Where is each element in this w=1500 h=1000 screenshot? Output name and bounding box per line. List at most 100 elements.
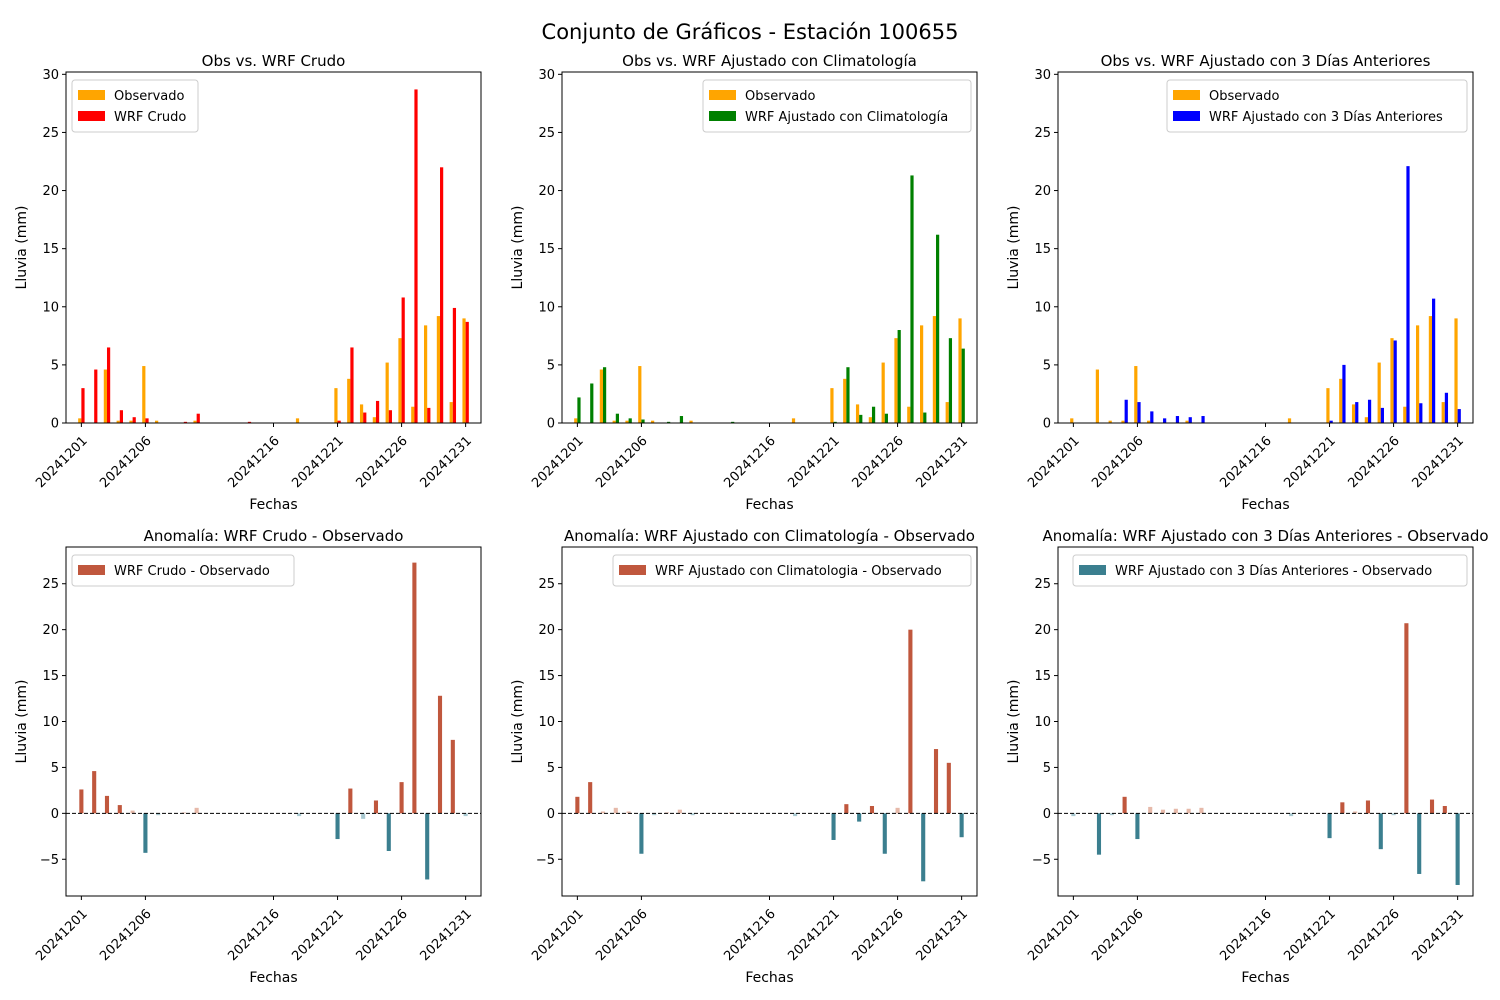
bar-wrf-day-26: [1393, 340, 1397, 423]
y-tick-label: −5: [536, 853, 555, 868]
bars: [79, 562, 468, 880]
y-tick-label: 5: [547, 358, 555, 373]
bar-wrf-day-23: [859, 414, 863, 423]
chart-anom-clim: Anomalía: WRF Ajustado con Climatología …: [510, 527, 978, 986]
legend-label: WRF Crudo: [114, 110, 186, 125]
x-axis-label: Fechas: [1241, 497, 1289, 513]
x-tick-label: 20241201: [529, 434, 586, 491]
anomaly-bar-day-29: [933, 749, 939, 814]
bar-wrf-day-5: [132, 417, 136, 423]
bar-observed-day-10: [193, 420, 197, 423]
anomaly-bar-day-21: [831, 813, 836, 840]
bar-wrf-day-31: [1457, 409, 1461, 423]
anomaly-bar-day-8: [1160, 809, 1166, 814]
anomaly-bar-day-18: [793, 813, 798, 817]
y-tick-label: 0: [1043, 807, 1051, 822]
anomaly-bar-day-28: [921, 813, 926, 882]
y-axis-label: Lluvia (mm): [14, 680, 30, 764]
bar-wrf-day-30: [1444, 392, 1449, 423]
bar-wrf-day-28: [923, 412, 927, 423]
y-tick-label: 10: [538, 715, 555, 730]
anomaly-bar-day-27: [908, 629, 913, 814]
x-tick-label: 20241201: [33, 907, 90, 964]
anomaly-bar-day-18: [1289, 813, 1294, 817]
legend-swatch: [709, 111, 736, 121]
bar-observed-day-21: [830, 388, 834, 423]
bar-observed-day-3: [103, 369, 107, 423]
anomaly-bar-day-23: [1353, 811, 1358, 814]
bar-observed-day-25: [881, 362, 885, 423]
bar-wrf-day-11: [1201, 416, 1205, 423]
legend: WRF Crudo - Observado: [71, 554, 295, 587]
bar-wrf-day-30: [452, 307, 457, 423]
bar-wrf-day-8: [1163, 418, 1167, 423]
legend-label: Observado: [745, 89, 816, 104]
bar-wrf-day-25: [1380, 407, 1384, 423]
anomaly-bar-day-31: [463, 813, 468, 817]
anomaly-bar-day-22: [348, 788, 353, 814]
bar-observed-day-18: [1287, 418, 1292, 423]
legend: Observado WRF Crudo: [71, 79, 199, 133]
anomaly-bar-day-4: [1109, 813, 1114, 816]
legend-label: Observado: [1209, 89, 1280, 104]
x-axis-label: Fechas: [1241, 970, 1289, 986]
x-tick-label: 20241231: [417, 907, 474, 964]
x-tick-label: 20241201: [1025, 907, 1082, 964]
legend: Observado WRF Ajustado con Climatología: [702, 79, 972, 133]
legend-label: WRF Ajustado con Climatologia - Observad…: [655, 564, 942, 579]
anomaly-bar-day-10: [690, 813, 695, 816]
anomaly-bar-day-6: [639, 813, 644, 854]
x-tick-label: 20241226: [1345, 434, 1402, 491]
anomaly-bar-day-23: [857, 813, 862, 822]
anomaly-bar-day-1: [79, 789, 84, 814]
bars: [1071, 623, 1460, 885]
legend-box: [1072, 554, 1468, 587]
x-axis-label: Fechas: [745, 970, 793, 986]
x-tick-label: 20241201: [33, 434, 90, 491]
bar-wrf-day-22: [1342, 364, 1346, 423]
x-tick-label: 20241231: [1409, 907, 1466, 964]
bar-wrf-day-24: [871, 406, 876, 423]
bar-observed-day-24: [868, 417, 872, 423]
anomaly-bar-day-4: [613, 807, 618, 814]
legend-swatch: [619, 565, 646, 575]
anomaly-bar-day-21: [335, 813, 340, 840]
x-tick-label: 20241206: [1089, 434, 1146, 491]
anomaly-bar-day-23: [361, 813, 366, 819]
chart-title: Obs vs. WRF Ajustado con 3 Días Anterior…: [1101, 52, 1431, 70]
bar-observed-day-23: [359, 404, 364, 423]
x-axis-label: Fechas: [745, 497, 793, 513]
anomaly-bar-day-1: [575, 796, 580, 814]
y-tick-label: 0: [547, 417, 555, 432]
anomaly-bar-day-3: [104, 795, 110, 814]
bar-wrf-day-24: [1367, 399, 1372, 423]
bar-wrf-day-29: [440, 167, 444, 423]
anomaly-bar-day-25: [882, 813, 887, 854]
bar-wrf-day-27: [1406, 166, 1410, 423]
plot-frame: [561, 546, 978, 897]
anomaly-bar-day-22: [1340, 802, 1345, 814]
bar-wrf-day-25: [388, 410, 392, 423]
bar-wrf-day-10: [1188, 417, 1192, 423]
anomaly-bar-day-26: [399, 782, 404, 814]
y-tick-label: 5: [1043, 761, 1051, 776]
anomaly-bar-day-6: [1135, 813, 1140, 840]
x-axis-label: Fechas: [249, 970, 297, 986]
anomaly-bar-day-27: [412, 562, 417, 814]
legend-box: [1166, 79, 1468, 133]
chart-title: Obs vs. WRF Ajustado con Climatología: [622, 52, 917, 70]
x-tick-label: 20241201: [529, 907, 586, 964]
bar-wrf-day-28: [1419, 403, 1423, 423]
y-tick-label: 15: [1034, 242, 1051, 257]
y-tick-label: 5: [51, 358, 59, 373]
bar-observed-day-3: [599, 369, 603, 423]
plot-frame: [65, 546, 482, 897]
x-tick-label: 20241216: [721, 434, 778, 491]
x-tick-label: 20241226: [1345, 907, 1402, 964]
bar-observed-day-30: [449, 402, 453, 423]
bar-observed-day-7: [155, 420, 159, 423]
bar-wrf-day-27: [910, 175, 914, 423]
bar-observed-day-7: [1147, 420, 1151, 423]
bar-wrf-day-3: [106, 347, 111, 423]
anomaly-bar-day-7: [652, 813, 657, 816]
